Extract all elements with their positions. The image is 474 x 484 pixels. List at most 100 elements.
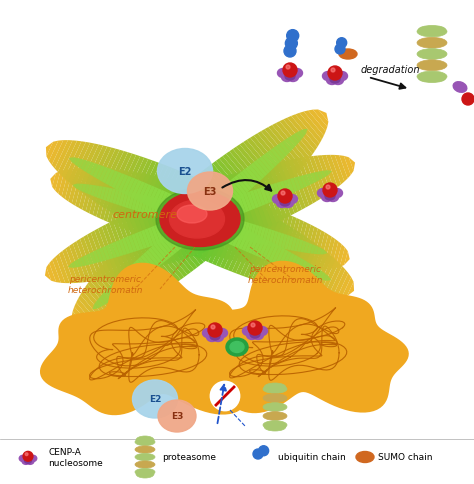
- Polygon shape: [115, 174, 125, 191]
- Polygon shape: [272, 214, 289, 268]
- Polygon shape: [260, 225, 290, 284]
- Ellipse shape: [264, 383, 286, 391]
- Polygon shape: [279, 143, 290, 155]
- Polygon shape: [58, 141, 77, 176]
- Polygon shape: [220, 216, 228, 236]
- Polygon shape: [226, 218, 234, 237]
- Polygon shape: [118, 240, 127, 256]
- Polygon shape: [270, 184, 279, 201]
- Polygon shape: [131, 234, 140, 251]
- Polygon shape: [146, 250, 161, 267]
- Polygon shape: [223, 217, 231, 236]
- Polygon shape: [280, 161, 302, 212]
- Polygon shape: [170, 195, 196, 257]
- Polygon shape: [220, 187, 236, 205]
- Polygon shape: [268, 230, 275, 247]
- Polygon shape: [91, 186, 96, 197]
- Polygon shape: [153, 243, 169, 261]
- Polygon shape: [164, 221, 173, 241]
- Polygon shape: [310, 255, 332, 296]
- Polygon shape: [158, 239, 174, 257]
- Polygon shape: [297, 246, 322, 294]
- Polygon shape: [144, 177, 163, 238]
- Polygon shape: [169, 182, 190, 245]
- Polygon shape: [173, 182, 208, 248]
- Polygon shape: [118, 175, 128, 193]
- Polygon shape: [156, 241, 172, 259]
- Polygon shape: [284, 239, 312, 291]
- Polygon shape: [344, 156, 354, 176]
- Polygon shape: [147, 197, 155, 215]
- Polygon shape: [75, 169, 89, 208]
- Polygon shape: [335, 245, 345, 269]
- Polygon shape: [239, 172, 255, 189]
- Polygon shape: [71, 262, 76, 268]
- Polygon shape: [182, 206, 190, 226]
- Text: pericentromeric
heterochromatin: pericentromeric heterochromatin: [67, 274, 143, 294]
- Polygon shape: [246, 224, 253, 242]
- Polygon shape: [280, 120, 312, 158]
- Polygon shape: [96, 170, 113, 219]
- Polygon shape: [95, 151, 124, 205]
- Polygon shape: [180, 187, 229, 244]
- Polygon shape: [122, 192, 129, 208]
- Polygon shape: [69, 158, 73, 162]
- Polygon shape: [195, 210, 208, 231]
- Polygon shape: [283, 119, 315, 155]
- Polygon shape: [115, 279, 127, 292]
- Polygon shape: [245, 204, 264, 264]
- Text: E3: E3: [171, 412, 183, 421]
- Polygon shape: [102, 168, 111, 184]
- Polygon shape: [73, 307, 92, 329]
- Polygon shape: [242, 223, 250, 241]
- Ellipse shape: [243, 327, 254, 336]
- Polygon shape: [143, 206, 168, 266]
- Polygon shape: [278, 250, 289, 267]
- Polygon shape: [243, 193, 253, 212]
- Polygon shape: [128, 234, 174, 287]
- Polygon shape: [220, 204, 253, 269]
- Polygon shape: [242, 169, 257, 186]
- Polygon shape: [109, 255, 150, 303]
- Polygon shape: [218, 196, 238, 258]
- Polygon shape: [128, 267, 141, 282]
- Polygon shape: [224, 176, 249, 237]
- Polygon shape: [276, 182, 285, 198]
- Polygon shape: [128, 236, 137, 253]
- Polygon shape: [264, 227, 294, 285]
- Ellipse shape: [135, 454, 155, 461]
- Circle shape: [285, 38, 297, 50]
- Polygon shape: [256, 189, 265, 206]
- Polygon shape: [295, 224, 311, 270]
- Polygon shape: [181, 191, 207, 253]
- Ellipse shape: [210, 333, 220, 340]
- Polygon shape: [324, 251, 327, 255]
- Polygon shape: [213, 203, 223, 223]
- Polygon shape: [260, 210, 279, 266]
- Polygon shape: [196, 193, 230, 259]
- Polygon shape: [154, 173, 188, 239]
- Circle shape: [331, 69, 335, 73]
- Polygon shape: [219, 221, 231, 242]
- Circle shape: [286, 66, 290, 70]
- Polygon shape: [102, 225, 124, 277]
- Polygon shape: [137, 257, 152, 274]
- Polygon shape: [264, 229, 272, 246]
- Polygon shape: [199, 212, 211, 232]
- Polygon shape: [203, 207, 213, 227]
- Polygon shape: [163, 195, 175, 215]
- Polygon shape: [255, 238, 266, 257]
- Polygon shape: [310, 245, 316, 254]
- Polygon shape: [327, 277, 331, 281]
- Ellipse shape: [133, 380, 177, 418]
- Polygon shape: [102, 246, 110, 260]
- Polygon shape: [305, 157, 324, 200]
- Ellipse shape: [136, 470, 154, 478]
- Polygon shape: [202, 213, 214, 234]
- Polygon shape: [193, 177, 242, 234]
- Polygon shape: [224, 206, 257, 271]
- Polygon shape: [292, 257, 301, 272]
- Polygon shape: [46, 142, 53, 157]
- Polygon shape: [155, 179, 174, 241]
- Ellipse shape: [417, 27, 447, 38]
